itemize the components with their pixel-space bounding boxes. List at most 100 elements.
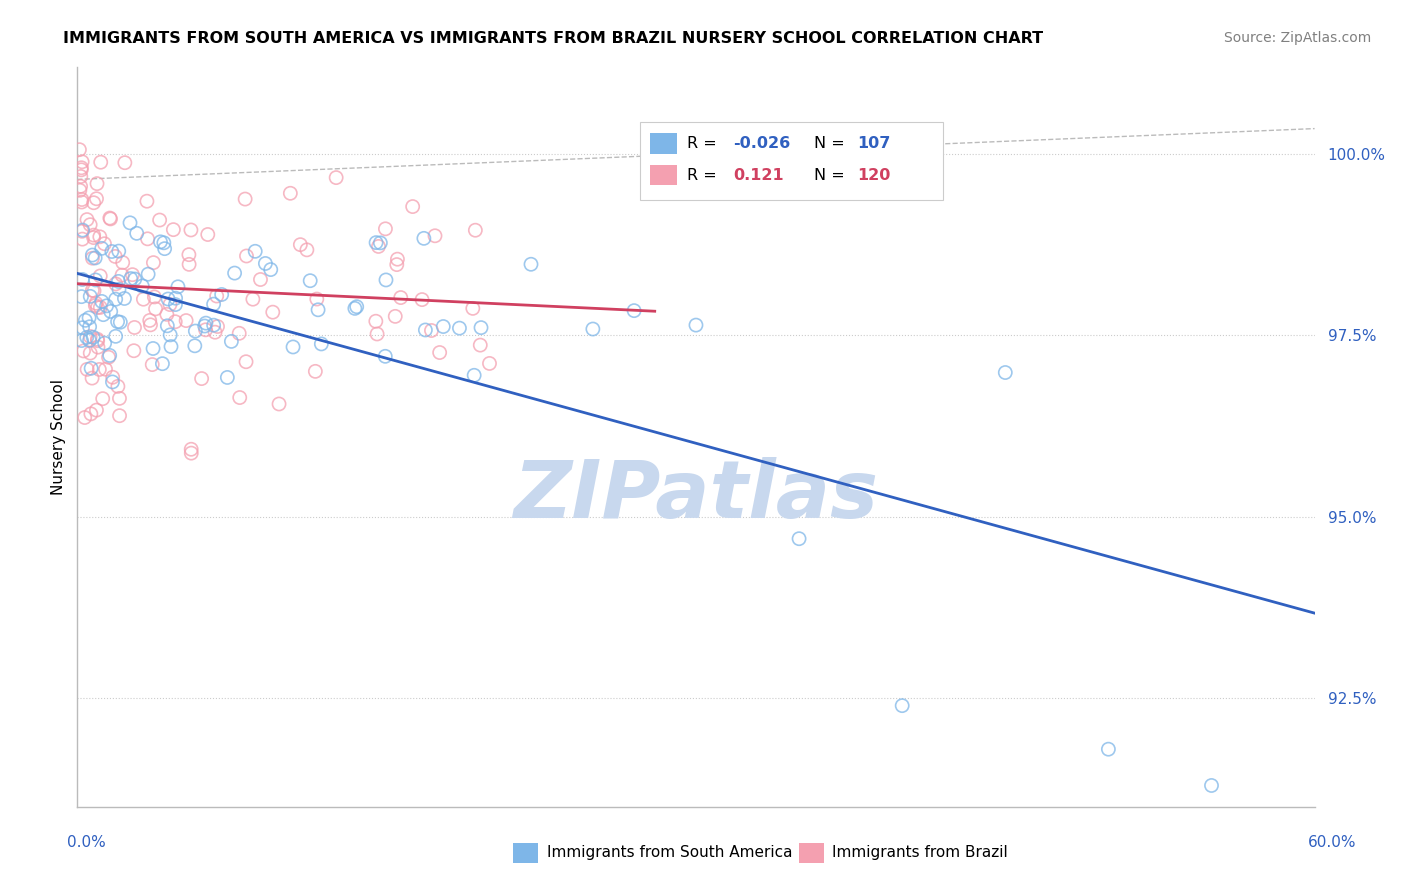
Point — [165, 297, 187, 311]
Point — [281, 340, 304, 354]
Point — [891, 698, 914, 713]
Text: 107: 107 — [856, 136, 890, 151]
Point — [202, 297, 225, 311]
Point — [142, 255, 165, 269]
Point — [100, 304, 122, 318]
Point — [180, 223, 202, 237]
Point — [260, 262, 283, 277]
Point — [125, 227, 148, 241]
Point — [411, 293, 433, 307]
Point — [224, 266, 246, 280]
Point — [254, 256, 277, 270]
Point — [87, 340, 110, 354]
Point — [1097, 742, 1119, 756]
Point — [623, 303, 645, 318]
Point — [233, 192, 256, 206]
Text: Immigrants from South America: Immigrants from South America — [547, 846, 793, 860]
Y-axis label: Nursery School: Nursery School — [51, 379, 66, 495]
Point — [100, 211, 122, 226]
Text: 0.0%: 0.0% — [67, 836, 107, 850]
Point — [104, 292, 127, 306]
Point — [76, 212, 98, 227]
Point — [143, 290, 166, 304]
Point — [80, 371, 103, 385]
Point — [305, 292, 328, 306]
Point — [464, 223, 486, 237]
Point — [94, 362, 117, 376]
Point — [98, 348, 121, 362]
Point — [190, 371, 212, 385]
Point — [98, 211, 121, 225]
Point — [93, 236, 115, 251]
Point — [267, 397, 290, 411]
Point — [139, 313, 162, 327]
Point — [93, 336, 115, 351]
Point — [152, 357, 174, 371]
Point — [387, 252, 409, 267]
Point — [90, 155, 112, 169]
Point — [70, 193, 93, 207]
Point — [83, 228, 105, 243]
Point — [249, 272, 271, 286]
Point — [304, 364, 326, 378]
Point — [420, 324, 443, 338]
Point — [423, 228, 446, 243]
Point — [385, 258, 408, 272]
Point — [72, 272, 94, 286]
Point — [184, 324, 207, 338]
Text: Immigrants from Brazil: Immigrants from Brazil — [832, 846, 1008, 860]
Point — [86, 334, 108, 348]
Point — [112, 292, 135, 306]
Point — [364, 314, 387, 328]
Point — [111, 255, 134, 269]
Point — [194, 318, 217, 333]
Point — [180, 446, 202, 460]
Point — [82, 248, 104, 262]
Point — [290, 237, 312, 252]
Point — [370, 235, 392, 250]
Point — [89, 229, 111, 244]
Point — [412, 231, 434, 245]
Text: 120: 120 — [856, 169, 890, 183]
Point — [582, 322, 605, 336]
Point — [101, 244, 124, 259]
Point — [84, 296, 107, 310]
Point — [96, 299, 118, 313]
Point — [1201, 779, 1223, 793]
Point — [89, 301, 111, 315]
Point — [389, 291, 412, 305]
Point — [124, 320, 146, 334]
Point — [131, 279, 153, 293]
Point — [228, 326, 250, 341]
Text: ZIPatlas: ZIPatlas — [513, 458, 879, 535]
Point — [89, 362, 111, 376]
Point — [91, 392, 114, 406]
Point — [120, 271, 142, 285]
Point — [156, 318, 179, 333]
Text: N =: N = — [814, 169, 849, 183]
Point — [107, 315, 129, 329]
Point — [107, 275, 129, 289]
Point — [91, 308, 114, 322]
Point — [72, 232, 94, 246]
Point — [86, 403, 108, 417]
Point — [104, 277, 127, 291]
Point — [136, 232, 159, 246]
Point — [156, 307, 179, 321]
Point — [86, 301, 108, 315]
Point — [72, 223, 94, 237]
Point — [478, 356, 501, 370]
FancyBboxPatch shape — [650, 133, 678, 153]
Point — [429, 345, 451, 359]
Point — [121, 268, 143, 282]
Point — [101, 370, 124, 384]
Point — [86, 192, 108, 206]
Point — [165, 291, 187, 305]
Point — [364, 235, 387, 250]
Point — [159, 327, 181, 342]
Point — [235, 355, 257, 369]
Point — [108, 282, 131, 296]
Point — [101, 375, 124, 389]
Point — [202, 318, 225, 333]
Point — [79, 334, 101, 348]
